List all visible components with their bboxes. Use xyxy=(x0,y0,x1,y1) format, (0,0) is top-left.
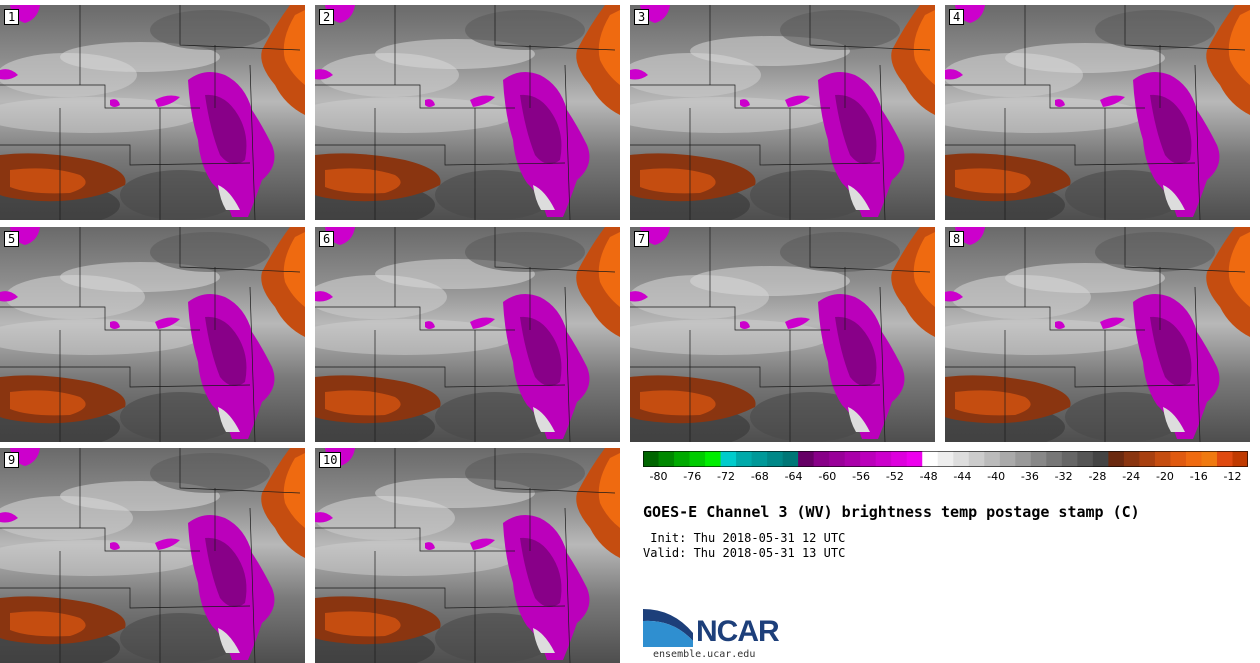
wv-map xyxy=(945,227,1250,442)
colorbar-swatch xyxy=(1108,451,1125,467)
map-panel: 4 xyxy=(945,5,1250,220)
colorbar-swatch xyxy=(860,451,877,467)
colorbar-tick-label: -20 xyxy=(1155,470,1174,483)
panel-number: 6 xyxy=(319,231,335,247)
colorbar-swatch xyxy=(922,451,939,467)
colorbar-tick-label: -28 xyxy=(1088,470,1107,483)
panel-number: 3 xyxy=(634,9,650,25)
map-panel: 10 xyxy=(315,448,620,663)
map-panel: 5 xyxy=(0,227,305,442)
panel-number: 9 xyxy=(4,452,20,468)
logo-name: NCAR xyxy=(696,615,780,648)
colorbar-swatch xyxy=(798,451,815,467)
colorbar-swatch xyxy=(736,451,753,467)
colorbar-swatch xyxy=(813,451,830,467)
wv-map xyxy=(630,227,935,442)
colorbar-swatch xyxy=(782,451,799,467)
colorbar-swatch xyxy=(829,451,846,467)
colorbar-swatch xyxy=(643,451,660,467)
colorbar-swatch xyxy=(844,451,861,467)
colorbar-swatch xyxy=(705,451,722,467)
colorbar-swatch xyxy=(1015,451,1032,467)
colorbar-tick-label: -48 xyxy=(919,470,938,483)
wv-map xyxy=(315,5,620,220)
colorbar-swatch xyxy=(906,451,923,467)
init-time: Init: Thu 2018-05-31 12 UTC xyxy=(643,531,846,545)
colorbar-swatch xyxy=(1046,451,1063,467)
colorbar-swatch xyxy=(1061,451,1078,467)
wv-map xyxy=(0,227,305,442)
colorbar-swatch xyxy=(937,451,954,467)
colorbar-tick-label: -76 xyxy=(683,470,702,483)
colorbar-tick-label: -64 xyxy=(784,470,803,483)
panel-number: 1 xyxy=(4,9,20,25)
wv-map xyxy=(315,448,620,663)
wv-map xyxy=(630,5,935,220)
map-panel: 3 xyxy=(630,5,935,220)
colorbar-swatch xyxy=(1092,451,1109,467)
colorbar-swatch xyxy=(720,451,737,467)
colorbar-swatch xyxy=(767,451,784,467)
map-panel: 2 xyxy=(315,5,620,220)
colorbar-tick-label: -72 xyxy=(717,470,736,483)
colorbar-swatch xyxy=(891,451,908,467)
ncar-logo-icon xyxy=(643,609,693,647)
colorbar-tick-label: -36 xyxy=(1020,470,1039,483)
colorbar-swatch xyxy=(999,451,1016,467)
valid-time: Valid: Thu 2018-05-31 13 UTC xyxy=(643,546,846,560)
colorbar-swatch xyxy=(1201,451,1218,467)
colorbar-swatch xyxy=(1154,451,1171,467)
colorbar-tick-label: -80 xyxy=(649,470,668,483)
colorbar-swatch xyxy=(875,451,892,467)
colorbar-swatch xyxy=(1232,451,1248,467)
colorbar-tick-label: -32 xyxy=(1054,470,1073,483)
colorbar-swatch xyxy=(689,451,706,467)
colorbar-swatch xyxy=(1077,451,1094,467)
wv-map xyxy=(0,448,305,663)
colorbar-swatch xyxy=(1030,451,1047,467)
colorbar-swatch xyxy=(984,451,1001,467)
panel-number: 7 xyxy=(634,231,650,247)
colorbar-swatch xyxy=(658,451,675,467)
colorbar-swatch xyxy=(1170,451,1187,467)
colorbar-tick-label: -68 xyxy=(750,470,769,483)
colorbar-swatch xyxy=(1139,451,1156,467)
map-panel: 8 xyxy=(945,227,1250,442)
panel-number: 8 xyxy=(949,231,965,247)
colorbar-tick-label: -52 xyxy=(885,470,904,483)
colorbar xyxy=(643,451,1248,467)
colorbar-swatch xyxy=(751,451,768,467)
colorbar-tick-label: -44 xyxy=(953,470,972,483)
wv-map xyxy=(315,227,620,442)
colorbar-swatch xyxy=(953,451,970,467)
colorbar-tick-label: -40 xyxy=(987,470,1006,483)
colorbar-swatch xyxy=(1185,451,1202,467)
panel-number: 4 xyxy=(949,9,965,25)
colorbar-tick-label: -60 xyxy=(818,470,837,483)
colorbar-tick-label: -24 xyxy=(1122,470,1141,483)
map-panel: 7 xyxy=(630,227,935,442)
panel-number: 5 xyxy=(4,231,20,247)
colorbar-tick-label: -56 xyxy=(852,470,871,483)
map-panel: 6 xyxy=(315,227,620,442)
colorbar-tick-label: -12 xyxy=(1223,470,1242,483)
colorbar-swatch xyxy=(1123,451,1140,467)
map-panel: 9 xyxy=(0,448,305,663)
wv-map xyxy=(0,5,305,220)
colorbar-tick-label: -16 xyxy=(1189,470,1208,483)
colorbar-swatch xyxy=(968,451,985,467)
colorbar-swatch xyxy=(674,451,691,467)
logo-url: ensemble.ucar.edu xyxy=(653,649,756,660)
colorbar-swatch xyxy=(1216,451,1233,467)
plot-title: GOES-E Channel 3 (WV) brightness temp po… xyxy=(643,503,1140,521)
map-panel: 1 xyxy=(0,5,305,220)
panel-number: 2 xyxy=(319,9,335,25)
panel-number: 10 xyxy=(319,452,342,468)
wv-map xyxy=(945,5,1250,220)
